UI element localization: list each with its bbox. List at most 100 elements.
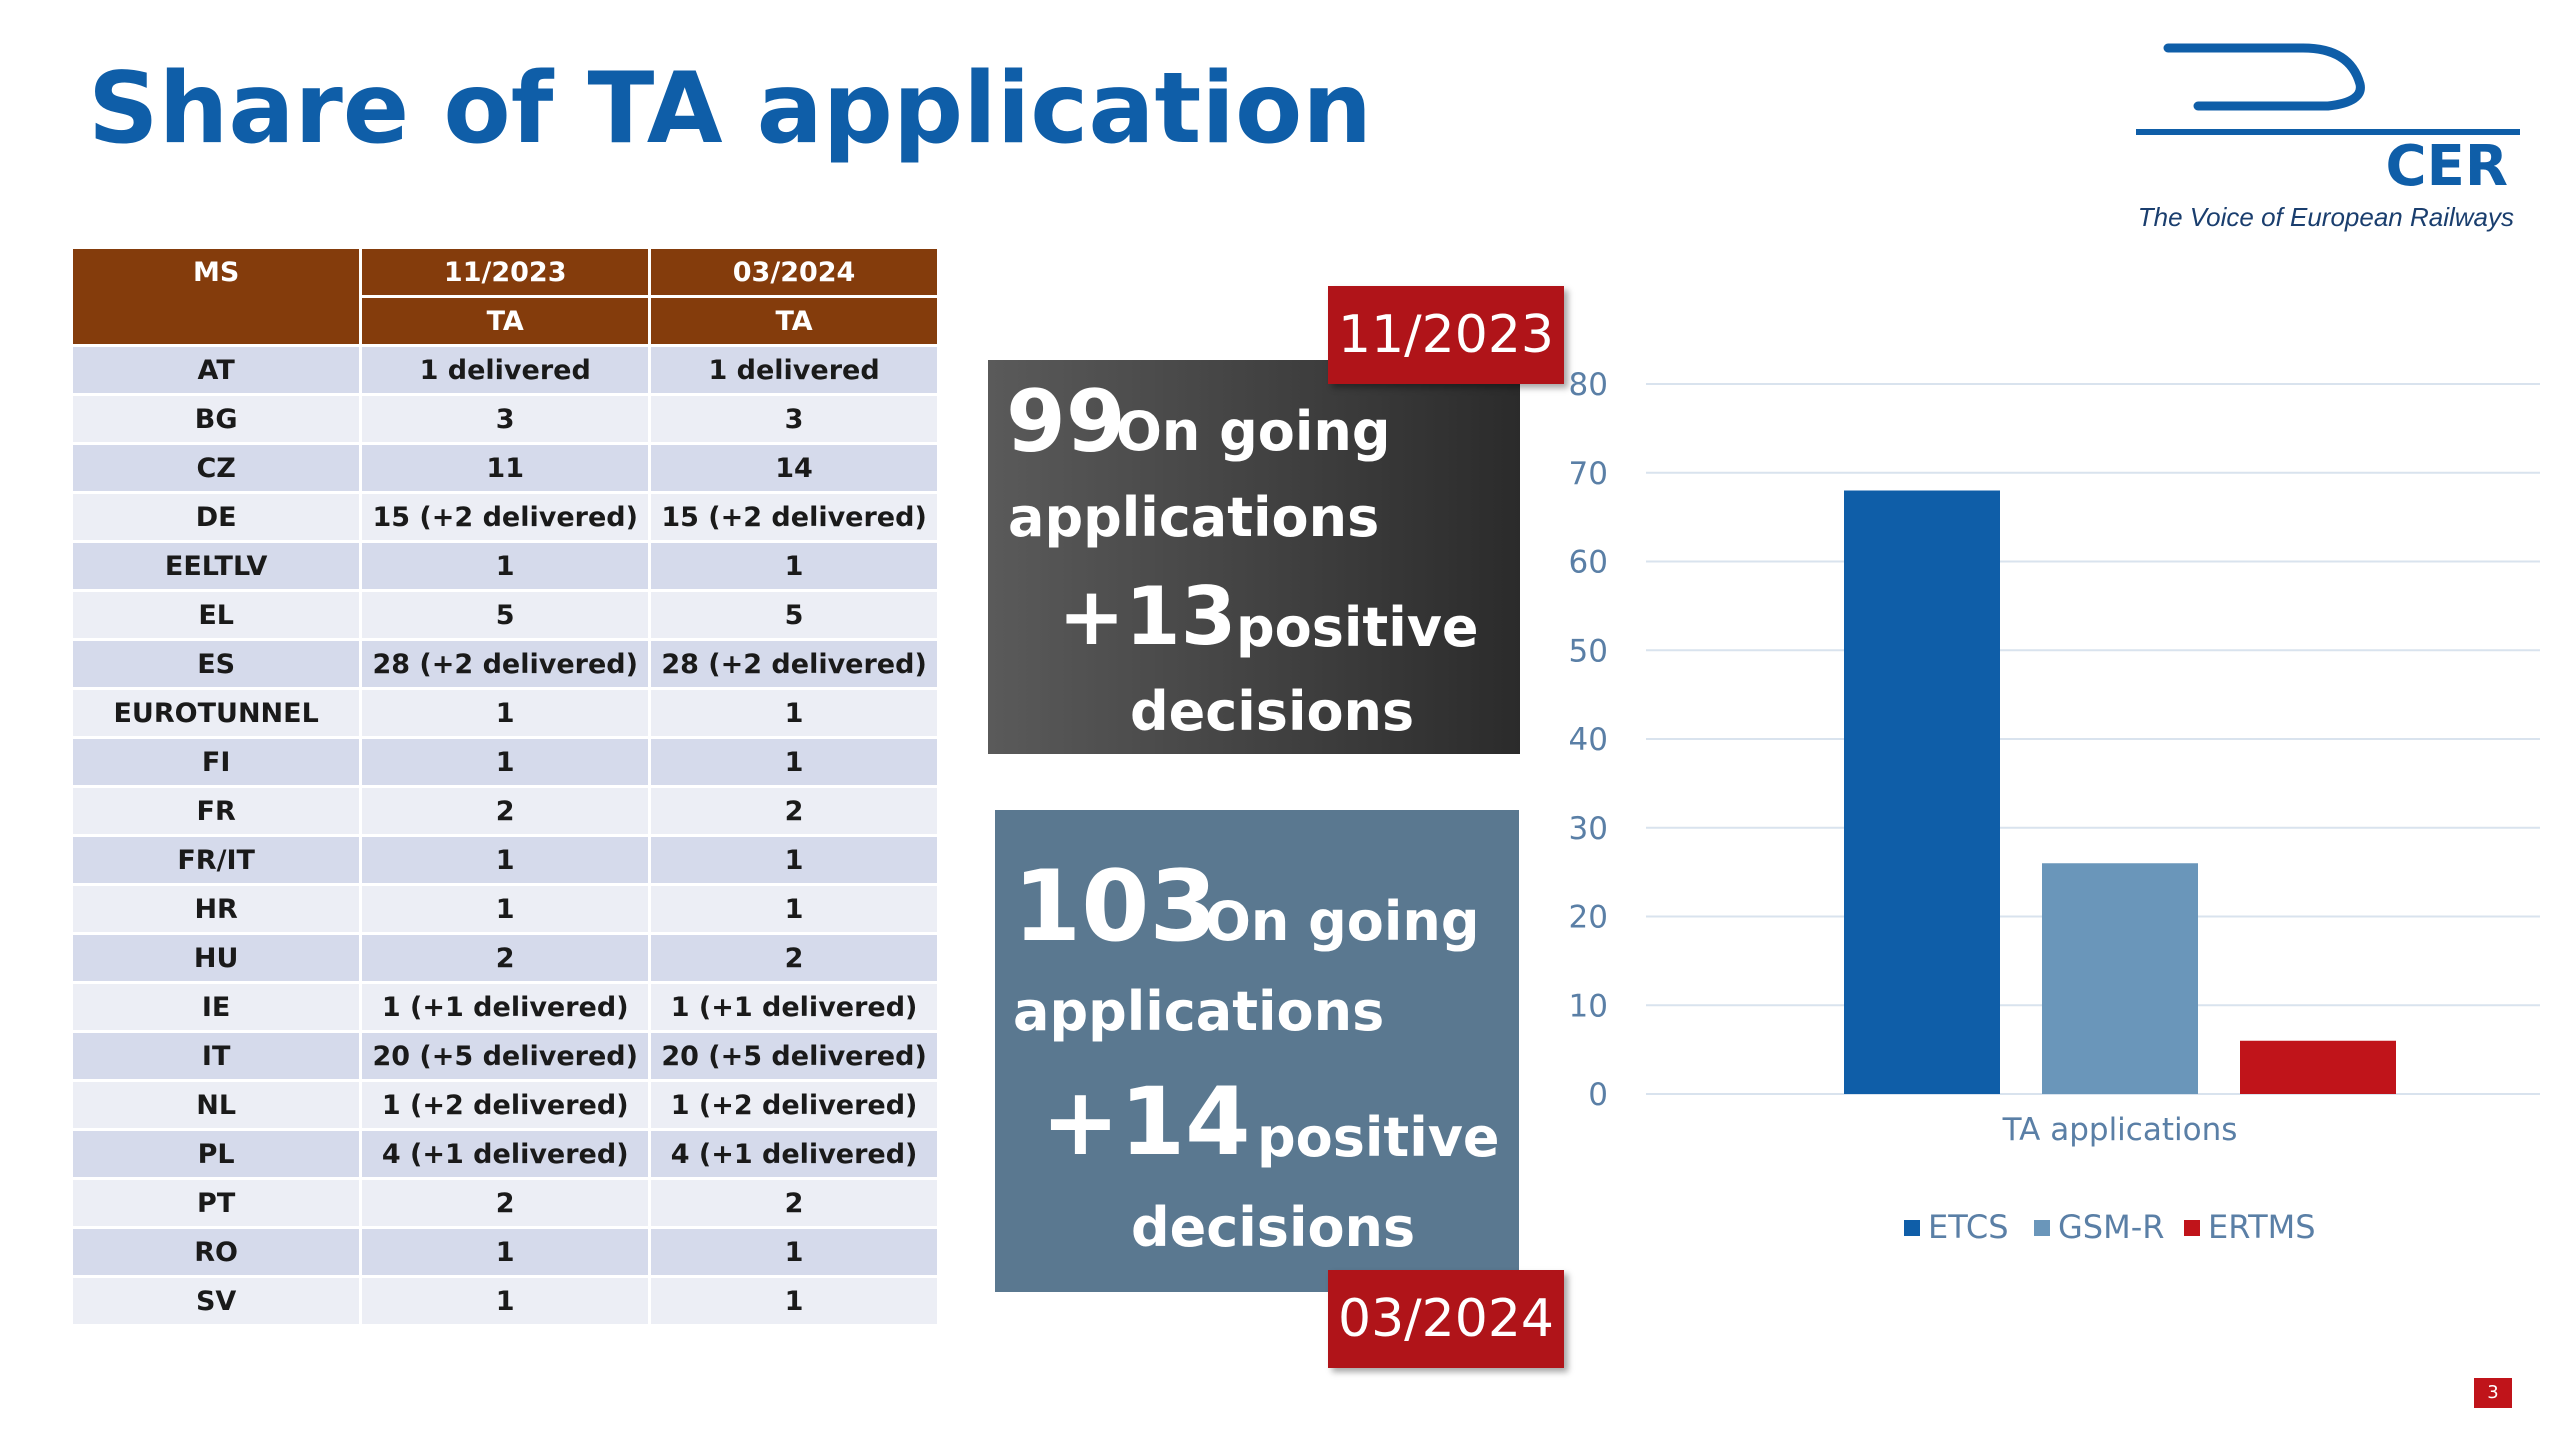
y-tick-label: 60 [1569,545,1608,581]
summary-box-nov-2023: 99 On going applications +13 positive de… [988,360,1520,754]
table-row: PL 4 (+1 delivered) 4 (+1 delivered) [69,1128,940,1180]
ta-nov-2023-cell: 28 (+2 delivered) [359,638,652,690]
ta-nov-2023-cell: 4 (+1 delivered) [359,1128,652,1180]
logo-tagline: The Voice of European Railways [2137,202,2514,232]
ta-nov-2023-cell: 1 [359,1226,652,1278]
table-row: NL 1 (+2 delivered) 1 (+2 delivered) [69,1079,940,1131]
y-tick-label: 40 [1569,722,1608,758]
member-state-cell: PL [69,1128,363,1180]
header-ms: MS [69,246,363,347]
ta-nov-2023-cell: 5 [359,589,652,641]
ta-nov-2023-cell: 1 [359,540,652,592]
legend-swatch-etcs [1904,1220,1920,1236]
positive-count: +13 [1058,570,1237,663]
table-row: SV 1 1 [69,1275,940,1327]
table-row: RO 1 1 [69,1226,940,1278]
ta-mar-2024-cell: 20 (+5 delivered) [648,1030,940,1082]
member-state-cell: EL [69,589,363,641]
member-state-cell: SV [69,1275,363,1327]
ta-table: MS 11/2023 03/2024 TA TA AT 1 delivered 1 … [69,246,940,1327]
ta-mar-2024-cell: 4 (+1 delivered) [648,1128,940,1180]
member-state-cell: EELTLV [69,540,363,592]
table-row: CZ 11 14 [69,442,940,494]
table-row: EELTLV 1 1 [69,540,940,592]
ta-mar-2024-cell: 1 [648,1275,940,1327]
ta-nov-2023-cell: 1 (+2 delivered) [359,1079,652,1131]
positive-label: positive [1257,1106,1500,1169]
summary-box-mar-2024: 103 On going applications +14 positive d… [995,810,1519,1292]
ta-mar-2024-cell: 1 delivered [648,344,940,396]
badge-nov-2023: 11/2023 [1328,286,1564,384]
header-period-2: 03/2024 [648,246,940,298]
y-tick-label: 0 [1588,1077,1608,1113]
table-row: BG 3 3 [69,393,940,445]
ta-mar-2024-cell: 1 [648,687,940,739]
ta-nov-2023-cell: 1 [359,883,652,935]
member-state-cell: RO [69,1226,363,1278]
train-logo-icon [2136,43,2520,135]
ta-mar-2024-cell: 1 (+2 delivered) [648,1079,940,1131]
logo-name: CER [2385,134,2508,199]
table-row: ES 28 (+2 delivered) 28 (+2 delivered) [69,638,940,690]
ta-nov-2023-cell: 1 [359,834,652,886]
x-category-label: TA applications [2002,1112,2238,1148]
table-row: PT 2 2 [69,1177,940,1229]
ta-mar-2024-cell: 3 [648,393,940,445]
ongoing-label: On going [1116,400,1391,463]
slide-title: Share of TA application [88,52,1373,166]
member-state-cell: AT [69,344,363,396]
ta-nov-2023-cell: 1 [359,1275,652,1327]
ta-nov-2023-cell: 11 [359,442,652,494]
ta-mar-2024-cell: 5 [648,589,940,641]
ta-nov-2023-cell: 2 [359,785,652,837]
ta-nov-2023-cell: 2 [359,1177,652,1229]
table-row: HR 1 1 [69,883,940,935]
decisions-label: decisions [1131,1196,1416,1259]
y-tick-label: 30 [1569,811,1608,847]
ta-mar-2024-cell: 15 (+2 delivered) [648,491,940,543]
cer-logo: CER The Voice of European Railways [2128,36,2528,246]
ongoing-count: 99 [1006,372,1126,472]
y-tick-label: 10 [1569,988,1608,1024]
applications-label: applications [1008,486,1380,549]
ta-mar-2024-cell: 14 [648,442,940,494]
legend-swatch-gsm-r [2034,1220,2050,1236]
table-row: EUROTUNNEL 1 1 [69,687,940,739]
table-row: FR 2 2 [69,785,940,837]
ongoing-label: On going [1205,890,1480,953]
member-state-cell: HR [69,883,363,935]
badge-mar-2024: 03/2024 [1328,1270,1564,1368]
ta-mar-2024-cell: 1 (+1 delivered) [648,981,940,1033]
page-number: 3 [2474,1378,2512,1408]
table-row: HU 2 2 [69,932,940,984]
ta-nov-2023-cell: 20 (+5 delivered) [359,1030,652,1082]
ta-mar-2024-cell: 2 [648,932,940,984]
applications-label: applications [1013,980,1385,1043]
ongoing-count: 103 [1013,850,1218,964]
table-body: AT 1 delivered 1 delivered BG 3 3 CZ 11 14 DE 15 (… [69,344,940,1327]
table-row: FI 1 1 [69,736,940,788]
member-state-cell: DE [69,491,363,543]
member-state-cell: EUROTUNNEL [69,687,363,739]
member-state-cell: PT [69,1177,363,1229]
member-state-cell: BG [69,393,363,445]
legend-label-ertms: ERTMS [2208,1208,2316,1246]
y-tick-label: 70 [1569,456,1608,492]
ta-nov-2023-cell: 15 (+2 delivered) [359,491,652,543]
ta-mar-2024-cell: 1 [648,736,940,788]
ta-nov-2023-cell: 1 [359,687,652,739]
legend-label-gsm-r: GSM-R [2058,1208,2165,1246]
ta-nov-2023-cell: 2 [359,932,652,984]
table-row: IT 20 (+5 delivered) 20 (+5 delivered) [69,1030,940,1082]
member-state-cell: CZ [69,442,363,494]
y-tick-label: 20 [1569,900,1608,936]
member-state-cell: IE [69,981,363,1033]
bar-ertms [2240,1040,2396,1094]
table-row: DE 15 (+2 delivered) 15 (+2 delivered) [69,491,940,543]
positive-count: +14 [1041,1068,1251,1177]
y-tick-label: 50 [1569,633,1608,669]
ta-nov-2023-cell: 1 (+1 delivered) [359,981,652,1033]
positive-label: positive [1236,596,1479,659]
ta-nov-2023-cell: 1 delivered [359,344,652,396]
table-row: AT 1 delivered 1 delivered [69,344,940,396]
